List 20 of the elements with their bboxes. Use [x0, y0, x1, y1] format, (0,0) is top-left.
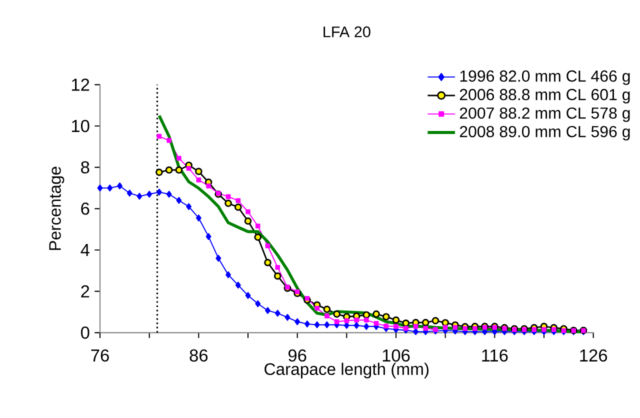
y-tick-label: 12: [72, 78, 90, 91]
x-tick-label: 126: [580, 349, 608, 362]
y-tick-label: 10: [72, 120, 90, 132]
x-tick-label: 76: [91, 349, 109, 362]
legend-label: 2006 88.8 mm CL 601 g: [460, 88, 630, 104]
y-tick-label: 8: [81, 161, 90, 174]
x-tick-label: 86: [190, 349, 208, 362]
y-tick-label: 2: [81, 285, 90, 298]
x-tick-label: 106: [382, 349, 410, 362]
y-tick-label: 6: [81, 202, 90, 215]
legend-label: 2008 89.0 mm CL 596 g: [460, 126, 630, 140]
x-tick-label: 96: [288, 349, 306, 362]
y-axis-title: Percentage: [49, 166, 64, 250]
legend-label: 2007 88.2 mm CL 578 g: [460, 107, 630, 122]
y-tick-label: 0: [80, 326, 90, 339]
legend-label: 1996 82.0 mm CL 466 g: [460, 70, 630, 85]
x-tick-label: 116: [482, 349, 508, 362]
x-axis-title: Carapace length (mm): [264, 362, 428, 378]
y-tick-label: 4: [80, 244, 90, 256]
chart-title: LFA 20: [324, 26, 370, 38]
